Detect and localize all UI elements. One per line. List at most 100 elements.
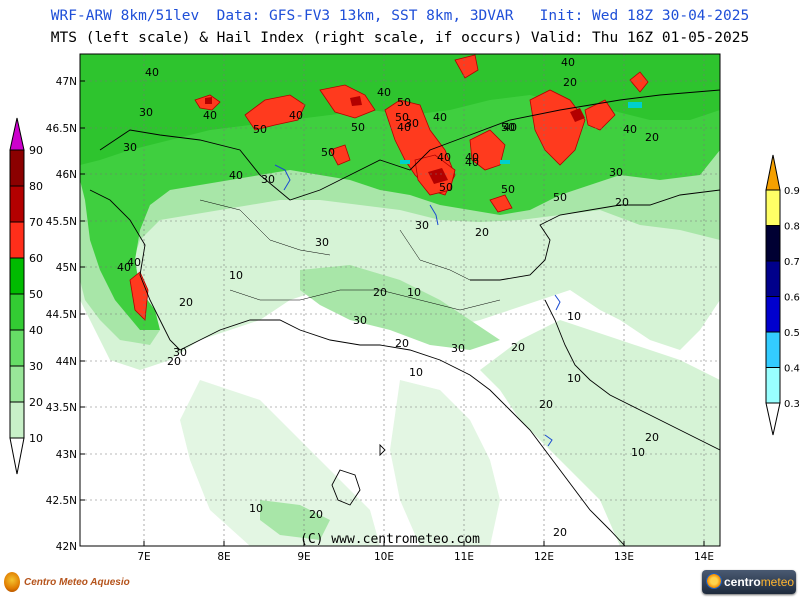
contour-label: 20: [511, 341, 525, 354]
lon-label: 13E: [614, 551, 634, 563]
hail-index-color-scale: 0.9 0.8 0.7 0.6 0.5 0.4 0.3: [765, 154, 800, 436]
contour-label: 50: [351, 121, 365, 134]
right-scale-label: 0.6: [784, 293, 800, 304]
scale-swatch: [9, 401, 25, 439]
right-scale-label: 0.9: [784, 186, 800, 197]
contour-label: 50: [397, 96, 411, 109]
latitude-axis: 47N 46.5N 46N 45.5N 45N 44.5N 44N 43.5N 43N 42.5N…: [46, 76, 85, 553]
mts-color-scale: 90 80 70 60 50 40 30 20 10: [9, 117, 43, 475]
header-line-2: MTS (left scale) & Hail Index (right sca…: [50, 30, 750, 46]
right-brand-text: centrometeo: [724, 575, 794, 589]
contour-label: 20: [553, 526, 567, 539]
contour-label: 20: [645, 431, 659, 444]
map-frame: [79, 53, 721, 547]
lat-label: 46.5N: [46, 123, 77, 135]
contour-label: 30: [123, 141, 137, 154]
contour-label: 50: [501, 121, 515, 134]
lat-label: 47N: [56, 76, 77, 88]
hail-scale-top-arrow: [765, 154, 781, 191]
centro-meteo-aquesio-logo[interactable]: Centro Meteo Aquesio: [4, 572, 130, 594]
contour-label: 50: [439, 181, 453, 194]
contour-label: 40: [465, 151, 479, 164]
contour-label: 40: [465, 156, 479, 169]
contour-label: 50: [321, 146, 335, 159]
contour-label: 30: [451, 342, 465, 355]
left-scale-label: 10: [29, 432, 43, 445]
lat-label: 44.5N: [46, 309, 77, 321]
contour-label: 40: [229, 169, 243, 182]
lat-label: 46N: [56, 169, 77, 181]
contour-label: 30: [415, 219, 429, 232]
contour-label: 20: [395, 337, 409, 350]
lat-label: 45.5N: [46, 216, 77, 228]
contour-label: 10: [229, 269, 243, 282]
lon-label: 7E: [137, 551, 150, 563]
hail-scale-swatch: [765, 260, 781, 297]
contour-label: 20: [179, 296, 193, 309]
contour-label: 40: [503, 121, 517, 134]
contour-label: 30: [315, 236, 329, 249]
hail-scale-swatch: [765, 296, 781, 333]
contour-label: 20: [563, 76, 577, 89]
contour-label: 50: [553, 191, 567, 204]
contour-label: 50: [395, 111, 409, 124]
hail-scale-bottom-arrow: [765, 402, 781, 436]
lon-label: 9E: [297, 551, 310, 563]
left-scale-label: 70: [29, 216, 43, 229]
sun-logo-icon: [4, 572, 20, 592]
contour-label: 20: [645, 131, 659, 144]
left-scale-label: 40: [29, 324, 43, 337]
contour-label: 20: [615, 196, 629, 209]
right-scale-label: 0.4: [784, 364, 800, 375]
lon-label: 14E: [694, 551, 714, 563]
contour-label: 30: [173, 346, 187, 359]
contour-label: 20: [309, 508, 323, 521]
contour-label: 30: [353, 314, 367, 327]
contour-label: 20: [475, 226, 489, 239]
scale-swatch: [9, 329, 25, 367]
right-scale-label: 0.3: [784, 399, 800, 410]
scale-top-arrow: [9, 117, 25, 151]
left-scale-label: 50: [29, 288, 43, 301]
lat-label: 43N: [56, 449, 77, 461]
left-brand-text: Centro Meteo Aquesio: [24, 577, 130, 588]
contour-label: 40: [203, 109, 217, 122]
lon-label: 8E: [217, 551, 230, 563]
contour-label: 40: [623, 123, 637, 136]
lon-label: 11E: [454, 551, 474, 563]
contour-label: 50: [501, 183, 515, 196]
contour-label: 10: [567, 372, 581, 385]
hail-scale-swatch: [765, 331, 781, 368]
left-scale-label: 20: [29, 396, 43, 409]
contour-label: 40: [437, 151, 451, 164]
hail-scale-swatch: [765, 225, 781, 262]
lat-label: 44N: [56, 356, 77, 368]
longitude-axis: 7E 8E 9E 10E 11E 12E 13E 14E: [137, 541, 714, 563]
left-scale-label: 90: [29, 144, 43, 157]
lat-label: 45N: [56, 262, 77, 274]
right-scale-label: 0.8: [784, 222, 800, 233]
contour-label: 10: [409, 366, 423, 379]
contour-label: 30: [139, 106, 153, 119]
hail-scale-swatch: [765, 189, 781, 226]
centrometeo-logo[interactable]: centrometeo: [702, 570, 796, 594]
contour-label: 20: [539, 398, 553, 411]
contour-label: 40: [377, 86, 391, 99]
lat-label: 42N: [56, 541, 77, 553]
scale-swatch: [9, 149, 25, 187]
left-scale-label: 30: [29, 360, 43, 373]
scale-swatch: [9, 185, 25, 223]
contour-label: 40: [127, 256, 141, 269]
lat-label: 42.5N: [46, 495, 77, 507]
left-scale-label: 80: [29, 180, 43, 193]
copyright-text: (C) www.centrometeo.com: [300, 532, 481, 547]
lat-label: 43.5N: [46, 402, 77, 414]
contour-label: 20: [373, 286, 387, 299]
contour-label: 40: [433, 111, 447, 124]
right-scale-label: 0.5: [784, 328, 800, 339]
contour-label: 10: [407, 286, 421, 299]
lon-label: 10E: [374, 551, 394, 563]
scale-bottom-arrow: [9, 437, 25, 475]
